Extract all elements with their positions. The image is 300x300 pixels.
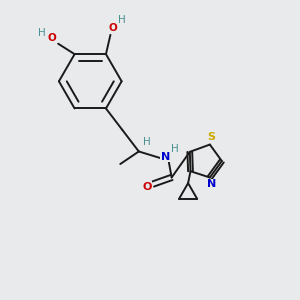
Text: S: S (207, 132, 215, 142)
Text: H: H (171, 144, 179, 154)
Text: O: O (142, 182, 152, 192)
Text: O: O (108, 23, 117, 33)
Text: N: N (207, 179, 216, 189)
Text: H: H (118, 15, 126, 26)
Text: H: H (38, 28, 46, 38)
Text: O: O (47, 33, 56, 43)
Text: H: H (143, 137, 151, 147)
Text: N: N (161, 152, 170, 161)
